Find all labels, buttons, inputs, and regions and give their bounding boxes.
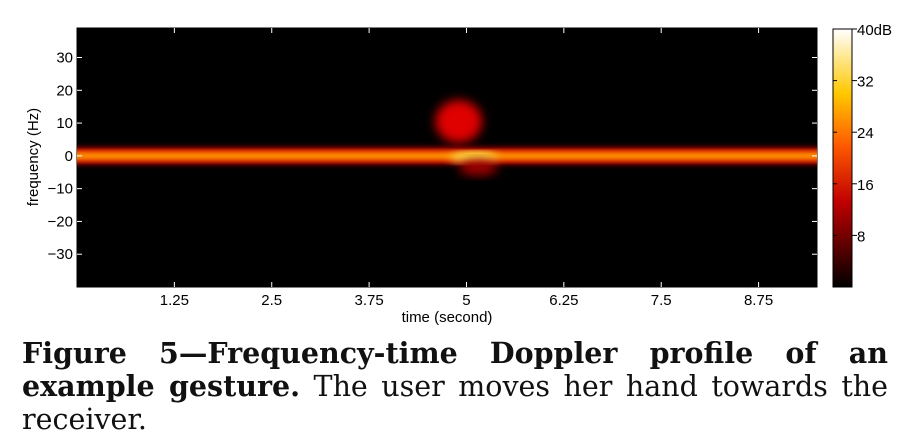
colorbar-tick-label: 40dB xyxy=(857,22,892,39)
y-axis-label: frequency (Hz) xyxy=(25,108,42,206)
colorbar-axis: 8 16 24 32 40dB xyxy=(833,22,892,245)
colorbar-tick-label: 16 xyxy=(857,177,874,194)
gesture-blob-gesture-upper xyxy=(435,100,483,143)
heatmap-layer xyxy=(77,100,817,176)
y-axis: 30 20 10 0 −10 −20 −30 xyxy=(48,50,817,263)
figure-caption: Figure 5—Frequency-time Doppler profile … xyxy=(22,336,888,437)
y-tick-label: −30 xyxy=(48,246,73,263)
x-tick-label: 7.5 xyxy=(651,292,672,309)
gesture-blob-gesture-lower xyxy=(458,159,498,176)
carrier-band xyxy=(77,151,817,160)
y-tick-label: 10 xyxy=(56,115,73,132)
caption-title: Figure 5—Frequency-time Doppler profile … xyxy=(22,336,888,403)
colorbar-tick-label: 32 xyxy=(857,74,874,91)
colorbar xyxy=(832,28,853,288)
x-tick-label: 5 xyxy=(462,292,470,309)
caption-text: The user moves her hand towards the rece… xyxy=(22,370,888,436)
x-axis-label: time (second) xyxy=(402,309,493,326)
x-tick-label: 1.25 xyxy=(160,292,189,309)
y-tick-label: −10 xyxy=(48,181,73,198)
x-tick-label: 3.75 xyxy=(355,292,384,309)
y-tick-label: 30 xyxy=(56,50,73,67)
y-tick-label: 0 xyxy=(65,148,73,165)
y-tick-label: 20 xyxy=(56,82,73,99)
x-tick-label: 8.75 xyxy=(744,292,773,309)
colorbar-tick-label: 8 xyxy=(857,228,865,245)
x-tick-label: 2.5 xyxy=(261,292,282,309)
x-tick-label: 6.25 xyxy=(549,292,578,309)
x-axis: 1.25 2.5 3.75 5 6.25 7.5 8.75 xyxy=(160,28,773,309)
colorbar-tick-label: 24 xyxy=(857,125,874,142)
y-tick-label: −20 xyxy=(48,213,73,230)
spectrogram-figure: 1.25 2.5 3.75 5 6.25 7.5 8.75 30 20 10 0 −10 −20 −30… xyxy=(25,22,892,326)
